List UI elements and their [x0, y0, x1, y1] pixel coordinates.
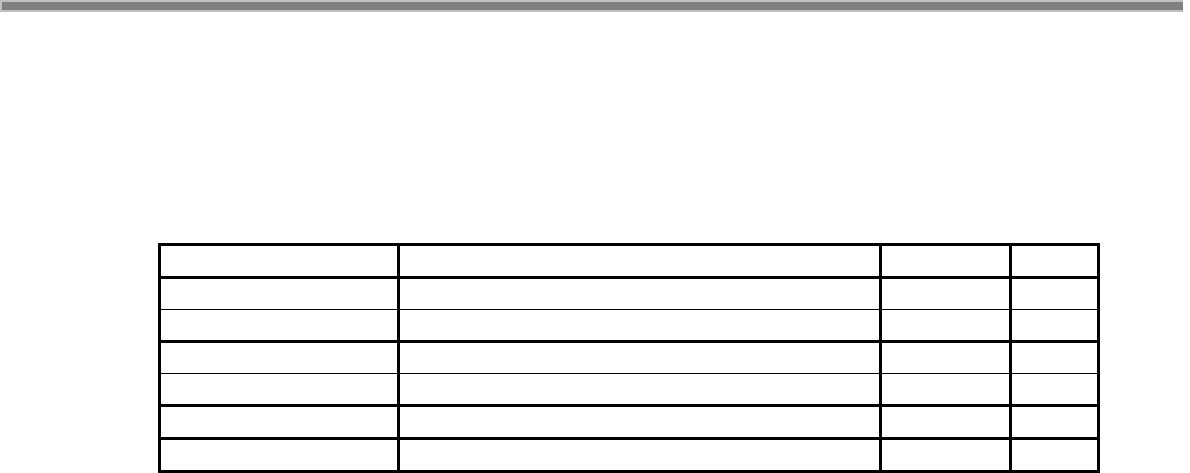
table-row	[158, 373, 1100, 406]
table-cell	[397, 341, 882, 374]
table-cell	[158, 341, 400, 374]
table-cell	[397, 373, 882, 406]
table-cell	[1009, 244, 1100, 278]
table-row	[158, 341, 1100, 374]
table-cell	[1009, 277, 1100, 310]
table-cell	[158, 405, 400, 439]
table-row	[158, 405, 1100, 439]
table-cell	[1009, 438, 1100, 472]
table-cell	[879, 277, 1012, 310]
table-cell	[158, 373, 400, 406]
table-cell	[879, 373, 1012, 406]
table-cell	[879, 244, 1012, 278]
table-cell	[879, 438, 1012, 472]
table-cell	[397, 405, 882, 439]
table-row	[158, 309, 1100, 342]
table-cell	[397, 277, 882, 310]
table-cell	[1009, 405, 1100, 439]
table-cell	[158, 244, 400, 278]
table-cell	[397, 438, 882, 472]
table-cell	[879, 309, 1012, 342]
table-row	[158, 277, 1100, 310]
horizontal-rule	[0, 0, 1183, 12]
horizontal-rule-fill	[2, 2, 1183, 10]
table-row	[158, 438, 1100, 472]
table-cell	[1009, 309, 1100, 342]
table-cell	[1009, 341, 1100, 374]
table-cell	[397, 244, 882, 278]
table-cell	[158, 438, 400, 472]
table-cell	[397, 309, 882, 342]
table-cell	[158, 309, 400, 342]
table-cell	[158, 277, 400, 310]
empty-table	[158, 243, 1100, 473]
table-cell	[879, 341, 1012, 374]
table-cell	[1009, 373, 1100, 406]
table-row	[158, 244, 1100, 278]
table-cell	[879, 405, 1012, 439]
